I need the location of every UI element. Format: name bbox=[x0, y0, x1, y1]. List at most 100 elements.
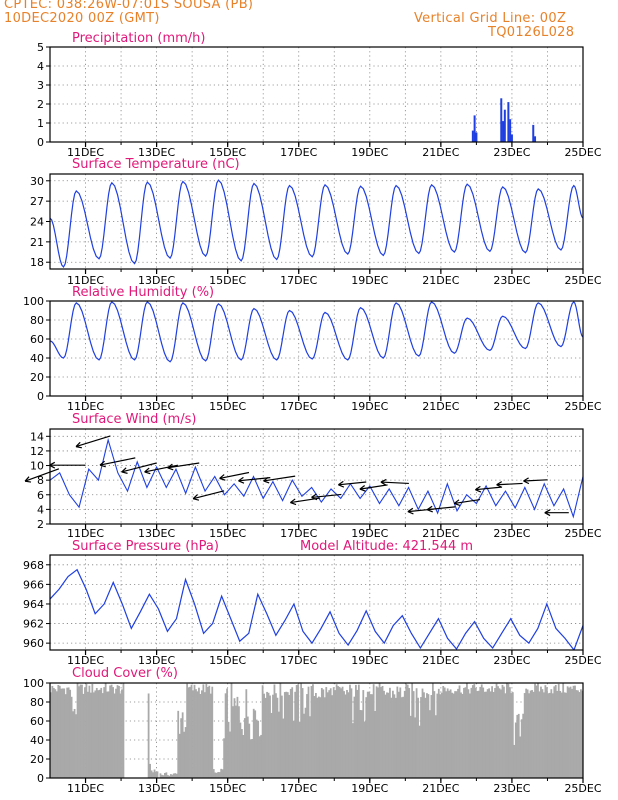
cloud-bar bbox=[417, 697, 419, 778]
cloud-bar bbox=[201, 690, 203, 778]
cloud-bar bbox=[405, 683, 408, 778]
x-tick-label: 17DEC bbox=[280, 527, 317, 540]
cloud-bar bbox=[264, 697, 267, 778]
cloud-bar bbox=[393, 694, 396, 778]
cloud-bar bbox=[517, 713, 520, 778]
cloud-bar bbox=[236, 696, 239, 778]
cloud-bar bbox=[254, 710, 257, 778]
x-tick-label: 19DEC bbox=[351, 782, 388, 795]
cloud-bar bbox=[57, 685, 60, 778]
cloud-bar bbox=[347, 692, 350, 778]
cloud-bar bbox=[159, 773, 162, 778]
x-tick-label: 21DEC bbox=[422, 274, 459, 287]
cloud-bar bbox=[187, 687, 190, 778]
wind-arrow bbox=[49, 461, 86, 469]
cloud-bar bbox=[75, 714, 77, 778]
cloud-bar bbox=[431, 683, 434, 778]
x-tick-label: 25DEC bbox=[564, 527, 601, 540]
wind-arrow bbox=[238, 476, 271, 484]
x-tick-label: 25DEC bbox=[564, 274, 601, 287]
cloud-bar bbox=[402, 696, 405, 778]
cloud-bar bbox=[153, 769, 156, 778]
cloud-bar bbox=[240, 729, 243, 778]
x-tick-label: 23DEC bbox=[493, 527, 530, 540]
cloud-bar bbox=[294, 691, 297, 778]
cloud-bar bbox=[89, 692, 92, 778]
cloud-bar bbox=[544, 685, 547, 778]
cloud-bar bbox=[436, 693, 439, 778]
cloud-bar bbox=[280, 695, 283, 778]
x-tick-label: 17DEC bbox=[280, 782, 317, 795]
cloud-bar bbox=[454, 691, 456, 778]
cloud-bar bbox=[88, 685, 91, 778]
cloud-bar bbox=[199, 693, 202, 778]
x-tick-label: 11DEC bbox=[67, 527, 104, 540]
y-tick-label: 24 bbox=[30, 216, 44, 229]
cloud-bar bbox=[426, 693, 428, 778]
cloud-bar bbox=[97, 690, 100, 778]
cloud-bar bbox=[343, 691, 345, 778]
cloud-bar bbox=[563, 692, 566, 778]
wind-arrow bbox=[359, 484, 388, 492]
cloud-bar bbox=[202, 684, 205, 778]
cloud-bar bbox=[100, 687, 103, 778]
cloud-bar bbox=[269, 695, 271, 778]
cloud-bar bbox=[226, 688, 228, 778]
cloud-bar bbox=[76, 683, 79, 778]
cloud-bar bbox=[263, 693, 265, 778]
y-tick-label: 30 bbox=[30, 175, 44, 188]
temp-series-line bbox=[50, 179, 583, 268]
cloud-bar bbox=[421, 688, 424, 778]
x-tick-label: 11DEC bbox=[67, 782, 104, 795]
cloud-bar bbox=[196, 691, 199, 778]
cloud-bar bbox=[556, 690, 559, 778]
cloud-bar bbox=[78, 686, 80, 778]
cloud-bar bbox=[91, 684, 94, 778]
cloud-bar bbox=[424, 697, 427, 778]
cloud-bar bbox=[175, 773, 178, 778]
cloud-bar bbox=[369, 694, 372, 778]
y-tick-label: 100 bbox=[23, 677, 44, 690]
cloud-bar bbox=[565, 692, 568, 778]
cloud-bar bbox=[448, 690, 451, 778]
wind-arrow bbox=[144, 464, 179, 475]
cloud-bar bbox=[492, 691, 495, 778]
cloud-bar bbox=[363, 721, 366, 778]
cloud-bar bbox=[528, 693, 530, 778]
cloud-bar bbox=[457, 688, 459, 778]
cloud-bar bbox=[304, 707, 307, 778]
cloud-bar bbox=[491, 686, 493, 778]
cloud-bar bbox=[180, 718, 183, 778]
cloud-bar bbox=[466, 683, 468, 778]
rh-series-line bbox=[50, 301, 583, 363]
cloud-bar bbox=[227, 721, 230, 778]
cloud-bar bbox=[51, 685, 54, 778]
cloud-bar bbox=[406, 684, 409, 778]
cloud-bar bbox=[177, 710, 180, 778]
x-tick-label: 11DEC bbox=[67, 400, 104, 413]
precip-bar bbox=[509, 119, 512, 142]
cloud-bar bbox=[474, 687, 477, 778]
cloud-bar bbox=[112, 687, 114, 778]
y-tick-label: 18 bbox=[30, 256, 44, 269]
cloud-bar bbox=[427, 694, 430, 778]
cloud-bar bbox=[72, 711, 74, 778]
cloud-bar bbox=[434, 715, 437, 778]
cloud-bar bbox=[116, 685, 119, 778]
cloud-bar bbox=[181, 712, 184, 778]
cloud-bar bbox=[312, 684, 314, 778]
y-tick-label: 80 bbox=[30, 696, 44, 709]
cloud-bar bbox=[394, 697, 397, 778]
cloud-bar bbox=[577, 690, 579, 778]
model-id-label: TQ0126L028 bbox=[488, 25, 575, 40]
station-label: CPTEC: 038:26W-07:01S SOUSA (PB) bbox=[4, 0, 254, 12]
cloud-bar bbox=[315, 692, 317, 778]
cloud-bar bbox=[109, 685, 112, 778]
cloud-bar bbox=[520, 719, 523, 778]
cloud-panel: 0 20 40 60 80 100 11DEC 13DEC 15DEC 17DEC 19DEC 21D… bbox=[23, 666, 602, 795]
wind-arrow bbox=[75, 435, 111, 449]
wind-arrow bbox=[263, 475, 296, 484]
cloud-bar bbox=[205, 684, 208, 778]
cloud-bar bbox=[566, 686, 569, 778]
cloud-bar bbox=[409, 715, 412, 778]
